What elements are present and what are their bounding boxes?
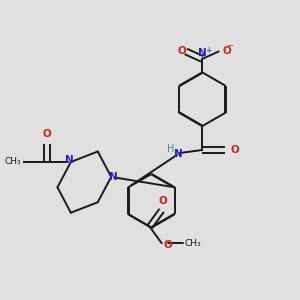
- Text: O: O: [230, 145, 239, 155]
- Text: N: N: [174, 149, 183, 160]
- Text: CH₃: CH₃: [184, 239, 201, 248]
- Text: N: N: [109, 172, 118, 182]
- Text: O: O: [43, 129, 51, 139]
- Text: +: +: [206, 46, 212, 55]
- Text: −: −: [226, 42, 233, 51]
- Text: N: N: [198, 48, 207, 58]
- Text: O: O: [223, 46, 232, 56]
- Text: O: O: [163, 240, 172, 250]
- Text: H: H: [167, 143, 175, 154]
- Text: N: N: [65, 155, 74, 166]
- Text: O: O: [178, 46, 187, 56]
- Text: CH₃: CH₃: [5, 158, 22, 166]
- Text: O: O: [158, 196, 167, 206]
